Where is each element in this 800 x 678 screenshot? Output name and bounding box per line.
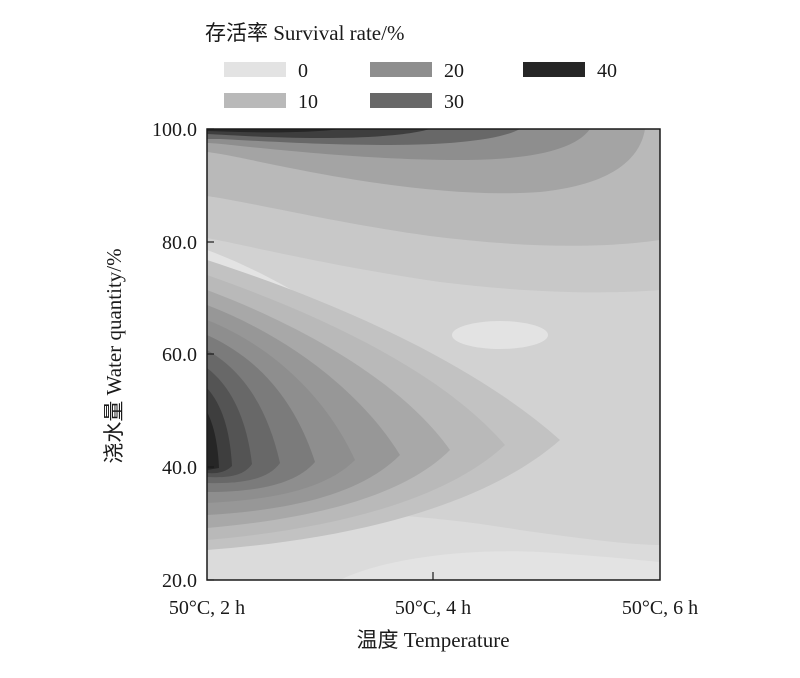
legend-item-20: 20 — [370, 60, 464, 82]
contour-band-top-7 — [207, 129, 340, 133]
y-tick-label-80: 80.0 — [162, 232, 197, 254]
legend-label-10: 10 — [298, 91, 318, 113]
y-axis-label: 浇水量 Water quantity/% — [102, 248, 126, 463]
legend-swatch-10 — [224, 93, 286, 108]
x-axis-label: 温度 Temperature — [356, 628, 509, 652]
contour-band-left-light — [207, 250, 302, 296]
y-axis: 20.0 40.0 60.0 80.0 100.0 浇水量 Water quan… — [102, 119, 214, 592]
legend-item-10: 10 — [224, 91, 318, 113]
legend-swatch-0 — [224, 62, 286, 77]
legend-label-30: 30 — [444, 91, 464, 113]
contour-band-light-pocket — [452, 321, 548, 349]
x-tick-label-4h: 50°C, 4 h — [395, 597, 471, 619]
legend-swatch-40 — [523, 62, 585, 77]
contour-surface — [207, 129, 660, 580]
legend: 存活率 Survival rate/% 0 10 20 30 40 — [205, 21, 617, 113]
y-tick-label-100: 100.0 — [152, 119, 197, 141]
y-tick-label-20: 20.0 — [162, 570, 197, 592]
legend-label-40: 40 — [597, 60, 617, 82]
contour-band-left-10 — [207, 412, 219, 470]
y-tick-label-40: 40.0 — [162, 457, 197, 479]
legend-item-30: 30 — [370, 91, 464, 113]
legend-item-0: 0 — [224, 60, 308, 82]
contour-band-bottom-light-2 — [340, 551, 660, 580]
x-tick-label-2h: 50°C, 2 h — [169, 597, 245, 619]
y-tick-label-60: 60.0 — [162, 344, 197, 366]
legend-title: 存活率 Survival rate/% — [205, 21, 404, 45]
legend-label-0: 0 — [298, 60, 308, 82]
legend-swatch-20 — [370, 62, 432, 77]
legend-label-20: 20 — [444, 60, 464, 82]
x-axis: 50°C, 2 h 50°C, 4 h 50°C, 6 h 温度 Tempera… — [169, 572, 698, 652]
x-tick-label-6h: 50°C, 6 h — [622, 597, 698, 619]
legend-item-40: 40 — [523, 60, 617, 82]
legend-swatch-30 — [370, 93, 432, 108]
